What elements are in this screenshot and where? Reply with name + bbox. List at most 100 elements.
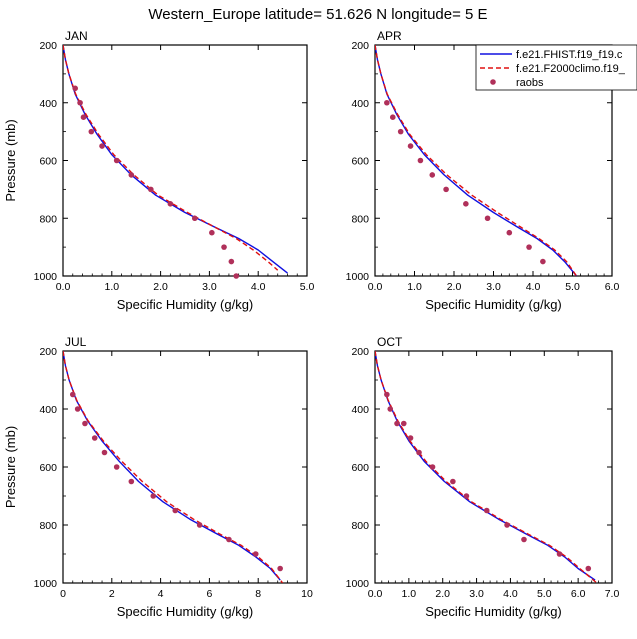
raobs-point [113, 157, 120, 164]
legend-label: f.e21.F2000climo.f19_ [516, 63, 626, 75]
raobs-point [585, 565, 592, 572]
raobs-point [484, 215, 491, 222]
raobs-point [387, 406, 394, 412]
x-tick-label: 2.0 [153, 281, 168, 293]
raobs-point [407, 435, 414, 441]
series-group [63, 45, 288, 274]
raobs-point [72, 85, 78, 92]
x-tick-label: 2.0 [435, 588, 450, 600]
raobs-point [80, 114, 87, 120]
y-tick-label: 200 [351, 346, 369, 358]
raobs-point [556, 551, 563, 557]
legend: f.e21.FHIST.f19_f19.c f.e21.F2000climo.f1… [475, 44, 637, 91]
y-tick-label: 600 [351, 156, 369, 168]
raobs-point [172, 507, 179, 514]
raobs-point [228, 258, 235, 265]
fhist-series-line [63, 45, 288, 274]
raobs-point [91, 435, 98, 441]
y-tick-label: 200 [39, 40, 57, 52]
raobs-point [400, 420, 407, 427]
raobs-point [128, 478, 135, 485]
raobs-point [450, 478, 456, 485]
raobs-point [429, 464, 436, 470]
raobs-point [394, 420, 400, 427]
raobs-point [209, 229, 215, 236]
y-tick-label: 1000 [346, 271, 370, 283]
legend-marker [490, 79, 496, 85]
raobs-point [191, 215, 198, 222]
x-tick-label: 3.0 [469, 588, 484, 600]
x-tick-label: 6.0 [571, 588, 586, 600]
raobs-point [540, 258, 546, 265]
y-tick-label: 1000 [34, 578, 58, 590]
y-axis-label: Pressure (mb) [3, 119, 18, 201]
raobs-point [443, 186, 449, 193]
y-tick-label: 1000 [346, 578, 370, 590]
raobs-point [504, 522, 510, 528]
x-tick-label: 5.0 [300, 281, 315, 293]
raobs-point [69, 391, 76, 398]
panel-title: JUL [65, 335, 87, 349]
x-tick-label: 2 [109, 588, 115, 600]
plot-frame [62, 350, 308, 584]
legend-label: raobs [516, 77, 544, 89]
panel-oct: OCT 0.0 1.0 2.0 3.0 4.0 5.0 6.0 7.0 200 400 600 800 1… [346, 335, 620, 619]
raobs-point [397, 128, 404, 135]
y-tick-label: 800 [39, 213, 57, 225]
f2000climo-series-line [375, 45, 578, 276]
raobs-point [407, 143, 414, 149]
raobs-point [252, 551, 259, 557]
raobs-point [233, 273, 240, 279]
raobs-point [196, 522, 203, 528]
raobs-point [389, 114, 396, 120]
raobs-point [521, 536, 527, 543]
x-tick-label: 0 [60, 588, 66, 600]
x-tick-label: 4 [158, 588, 164, 600]
raobs-point [384, 391, 390, 398]
x-axis-label: Specific Humidity (g/kg) [117, 604, 254, 619]
legend-box [475, 44, 637, 91]
x-tick-label: 0.0 [368, 588, 383, 600]
raobs-point [416, 449, 422, 456]
x-tick-label: 5.0 [565, 281, 580, 293]
fhist-series-line [375, 351, 596, 581]
raobs-point [384, 99, 390, 106]
panel-title: OCT [377, 335, 403, 349]
legend-label: f.e21.FHIST.f19_f19.c [516, 49, 623, 61]
panel-title: APR [377, 29, 402, 43]
raobs-point [88, 128, 95, 135]
raobs-point [150, 493, 157, 499]
y-tick-label: 400 [39, 404, 57, 416]
y-tick-label: 800 [351, 213, 369, 225]
x-tick-label: 1.0 [104, 281, 119, 293]
raobs-point [128, 172, 135, 178]
raobs-point [77, 99, 83, 106]
x-tick-label: 7.0 [605, 588, 620, 600]
raobs-point [463, 493, 470, 499]
raobs-point [417, 157, 424, 164]
y-tick-label: 600 [351, 462, 369, 474]
y-tick-label: 400 [351, 98, 369, 110]
y-tick-label: 800 [351, 520, 369, 532]
raobs-point [74, 406, 81, 412]
panel-jul: JUL 0 2 4 6 8 10 200 400 600 800 1000 Specific Humid… [3, 335, 313, 619]
raobs-point [226, 536, 232, 543]
x-tick-label: 3.0 [486, 281, 501, 293]
f2000climo-series-line [375, 351, 598, 583]
x-tick-label: 3.0 [202, 281, 217, 293]
x-tick-label: 5.0 [537, 588, 552, 600]
figure-title: Western_Europe latitude= 51.626 N longit… [148, 6, 487, 23]
raobs-point [483, 507, 490, 514]
panel-jan: JAN 0.0 1.0 2.0 3.0 4.0 5.0 200 400 600 800 1000 Spe… [3, 29, 314, 312]
raobs-point [148, 186, 154, 193]
x-tick-label: 1.0 [407, 281, 422, 293]
x-tick-label: 0.0 [56, 281, 71, 293]
plot-frame [62, 44, 308, 277]
raobs-point [429, 172, 436, 178]
raobs-point [506, 229, 513, 236]
x-tick-label: 2.0 [447, 281, 462, 293]
x-tick-label: 6 [206, 588, 212, 600]
y-tick-label: 200 [351, 40, 369, 52]
plot-frame [374, 350, 613, 584]
